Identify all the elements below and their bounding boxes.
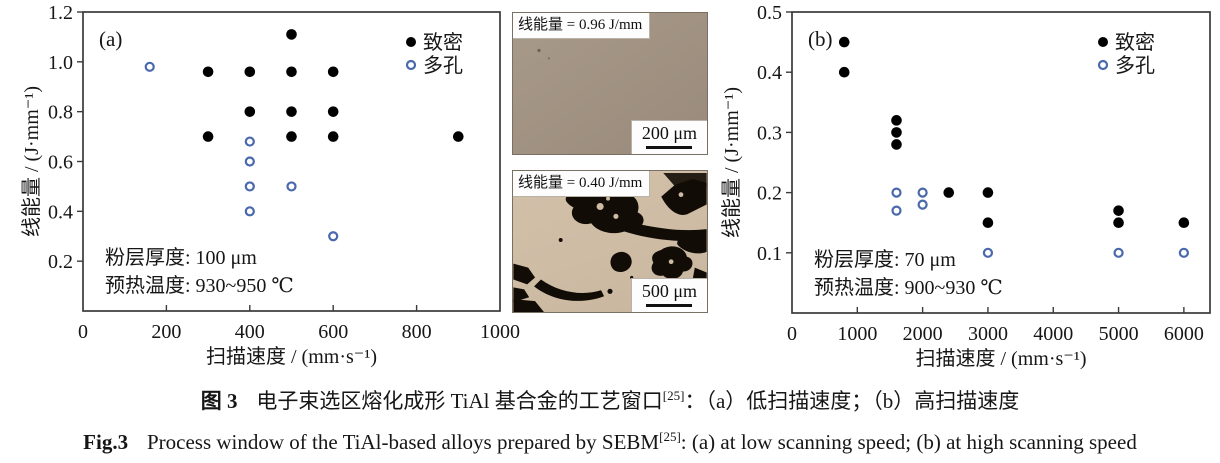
svg-text:粉层厚度: 100 μm: 粉层厚度: 100 μm [105,246,257,269]
micrograph-porous-sample: 线能量 = 0.40 J/mm 500 μm [512,170,708,313]
svg-text:0.4: 0.4 [48,201,73,223]
svg-text:5000: 5000 [1099,323,1139,345]
svg-text:1000: 1000 [837,323,877,345]
scale-bar-500um: 500 μm [630,278,707,312]
svg-text:扫描速度 / (mm·s⁻¹): 扫描速度 / (mm·s⁻¹) [206,345,377,368]
svg-text:200: 200 [151,321,181,343]
svg-text:0.5: 0.5 [757,2,782,24]
line-energy-label-low: 线能量 = 0.40 J/mm [513,171,651,197]
scale-bar-text: 500 μm [641,281,697,302]
svg-text:粉层厚度: 70 μm: 粉层厚度: 70 μm [814,248,956,271]
micrograph-dense-sample: 线能量 = 0.96 J/mm 200 μm [512,12,708,155]
svg-text:多孔: 多孔 [1115,54,1155,77]
svg-text:3000: 3000 [968,323,1008,345]
svg-text:0.4: 0.4 [757,62,782,84]
svg-text:多孔: 多孔 [423,54,463,77]
svg-text:(a): (a) [99,27,122,51]
svg-text:400: 400 [235,321,265,343]
pore-blobs-graphic [513,172,707,312]
svg-text:致密: 致密 [1115,31,1155,54]
reference-25-cn: [25] [662,388,685,403]
scale-bar-line [646,146,693,149]
svg-text:线能量 / (J·mm⁻¹): 线能量 / (J·mm⁻¹) [20,86,43,237]
scatter-plot-high-speed: 0 1000 2000 3000 4000 5000 6000 0.1 0.2 0.3 0.4 0.5… [720,2,1211,370]
svg-text:4000: 4000 [1033,323,1073,345]
scale-bar-line [646,304,693,307]
caption-text-cn: 电子束选区熔化成形 TiAl 基合金的工艺窗口 [256,389,663,413]
svg-text:0.3: 0.3 [757,122,782,144]
line-energy-label-high: 线能量 = 0.96 J/mm [513,13,651,39]
svg-text:(b): (b) [808,27,833,51]
scale-bar-text: 200 μm [641,123,697,144]
svg-text:0: 0 [78,321,88,343]
svg-text:0.1: 0.1 [757,243,782,265]
caption-text-en-tail: : (a) at low scanning speed; (b) at high… [680,430,1137,454]
svg-text:0.2: 0.2 [757,183,782,205]
svg-text:6000: 6000 [1164,323,1204,345]
reference-25-en: [25] [659,429,681,444]
svg-text:0.8: 0.8 [48,102,73,124]
svg-text:0: 0 [787,323,797,345]
figure-number-en: Fig.3 [83,430,129,454]
caption-text-en: Process window of the TiAl-based alloys … [146,430,660,454]
caption-english: Fig.3 Process window of the TiAl-based al… [0,430,1220,455]
micrograph-specks-graphic [537,48,550,60]
scatter-plot-low-speed: 0 200 400 600 800 1000 0.2 0.4 0.6 0.8 1.0 1.2 扫描速度 … [20,2,520,368]
svg-text:线能量 / (J·mm⁻¹): 线能量 / (J·mm⁻¹) [720,87,743,238]
svg-text:800: 800 [402,321,432,343]
figure-number-cn: 图 3 [200,389,238,413]
scale-bar-200um: 200 μm [630,120,707,154]
svg-text:1.2: 1.2 [48,2,73,24]
svg-text:0.6: 0.6 [48,152,73,174]
svg-text:0.2: 0.2 [48,251,73,273]
caption-chinese: 图 3 电子束选区熔化成形 TiAl 基合金的工艺窗口[25]：（a）低扫描速度；… [0,385,1220,415]
svg-text:600: 600 [318,321,348,343]
svg-text:扫描速度 / (mm·s⁻¹): 扫描速度 / (mm·s⁻¹) [916,347,1087,370]
svg-text:2000: 2000 [903,323,943,345]
svg-text:预热温度: 900~930 ℃: 预热温度: 900~930 ℃ [814,276,1003,299]
svg-text:1000: 1000 [480,321,520,343]
caption-text-cn-tail: ：（a）低扫描速度；（b）高扫描速度 [684,389,1020,413]
svg-text:1.0: 1.0 [48,52,73,74]
svg-text:预热温度: 930~950 ℃: 预热温度: 930~950 ℃ [105,274,294,297]
svg-text:致密: 致密 [423,31,463,54]
